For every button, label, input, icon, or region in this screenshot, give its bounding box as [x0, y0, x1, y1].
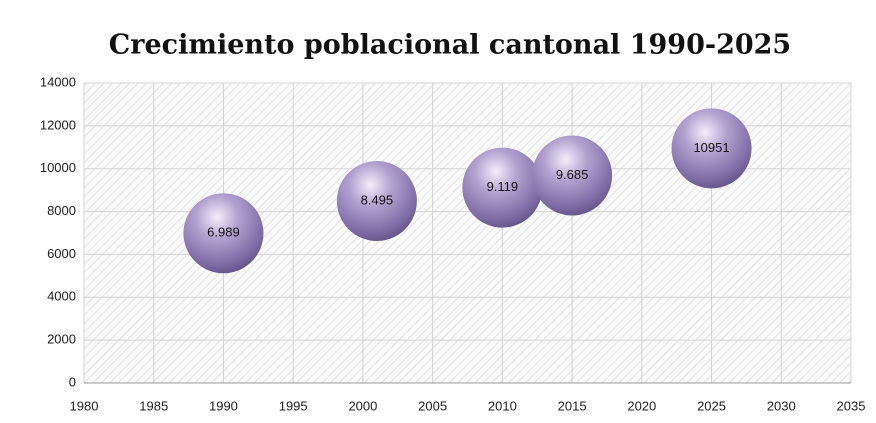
x-tick-label: 1985 — [139, 398, 168, 413]
bubble — [462, 147, 543, 228]
data-label: 10951 — [693, 140, 729, 155]
bubble — [183, 193, 264, 274]
bubble — [532, 135, 613, 216]
data-label: 6.989 — [207, 225, 240, 240]
y-tick-label: 0 — [69, 374, 76, 389]
bubble — [671, 108, 752, 189]
data-label: 8.495 — [361, 192, 394, 207]
x-tick-label: 1980 — [70, 398, 99, 413]
y-tick-label: 6000 — [47, 246, 76, 261]
bubble — [336, 160, 417, 241]
y-tick-label: 12000 — [40, 117, 76, 132]
y-tick-label: 4000 — [47, 289, 76, 304]
x-tick-label: 2015 — [558, 398, 587, 413]
x-tick-label: 2030 — [767, 398, 796, 413]
x-tick-label: 2010 — [488, 398, 517, 413]
y-tick-label: 10000 — [40, 160, 76, 175]
x-tick-label: 2000 — [348, 398, 377, 413]
x-tick-label: 2020 — [627, 398, 656, 413]
data-label: 9.119 — [487, 179, 519, 194]
chart-title: Crecimiento poblacional cantonal 1990-20… — [109, 30, 791, 61]
y-tick-label: 2000 — [47, 332, 76, 347]
x-tick-label: 1995 — [279, 398, 308, 413]
y-tick-label: 14000 — [40, 74, 76, 89]
x-tick-label: 2005 — [418, 398, 447, 413]
x-tick-label: 2025 — [697, 398, 726, 413]
x-tick-label: 2035 — [837, 398, 866, 413]
y-tick-label: 8000 — [47, 203, 76, 218]
x-tick-label: 1990 — [209, 398, 238, 413]
data-label: 9.685 — [556, 167, 589, 182]
